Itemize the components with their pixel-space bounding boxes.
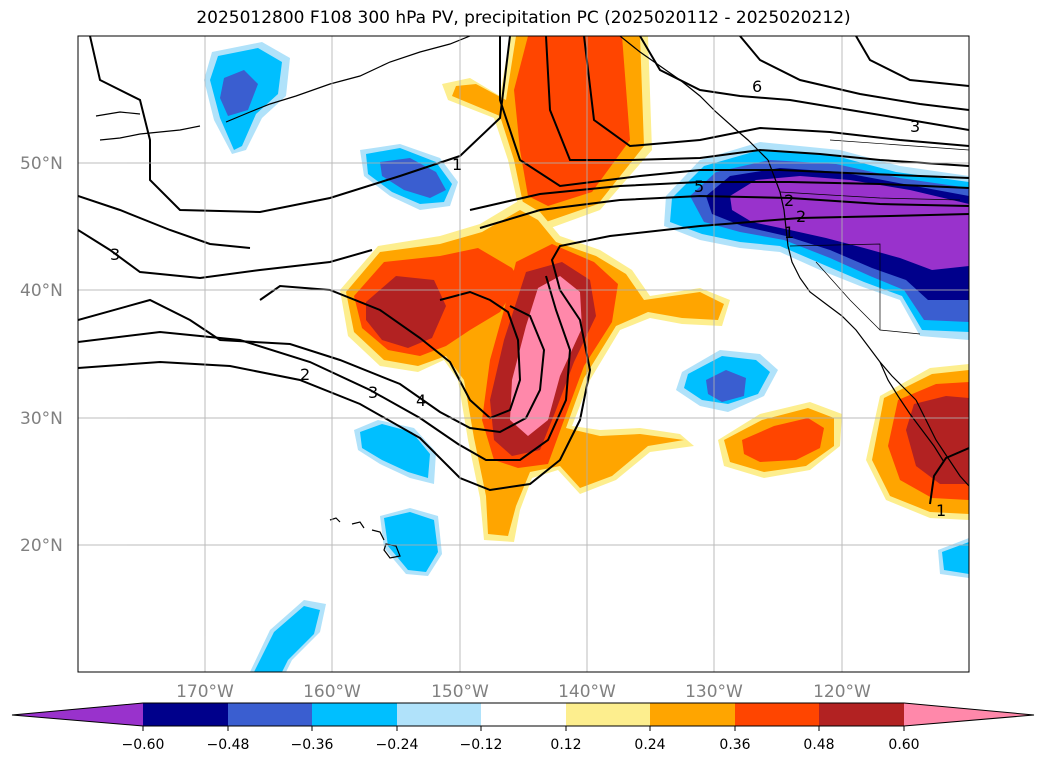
map-title: 2025012800 F108 300 hPa PV, precipitatio… — [196, 8, 851, 28]
lon-label: 130°W — [685, 682, 743, 702]
colorbar-segment — [735, 703, 819, 726]
colorbar: −0.60 −0.48 −0.36 −0.24 −0.12 0.12 0.24 … — [11, 702, 1035, 753]
longitude-labels: 170°W 160°W 150°W 140°W 130°W 120°W — [176, 682, 871, 702]
colorbar-tick-label: 0.48 — [803, 737, 834, 753]
contour-label: 3 — [368, 383, 378, 402]
lon-label: 170°W — [176, 682, 234, 702]
colorbar-tick-label: 0.12 — [550, 737, 581, 753]
colorbar-segment — [819, 703, 904, 726]
contour-label: 2 — [796, 207, 806, 226]
lat-label: 20°N — [20, 536, 63, 556]
colorbar-extend-high — [904, 703, 1034, 726]
lon-label: 140°W — [558, 682, 616, 702]
colorbar-segment — [650, 703, 735, 726]
contour-label: 1 — [936, 501, 946, 520]
colorbar-tick-label: 0.60 — [888, 737, 919, 753]
colorbar-segment — [481, 703, 566, 726]
pv-contours — [78, 36, 969, 505]
colorbar-tick-label: −0.60 — [122, 737, 165, 753]
colorbar-segment — [228, 703, 312, 726]
contour-label: 2 — [784, 191, 794, 210]
latitude-labels: 50°N 40°N 30°N 20°N — [20, 154, 63, 556]
contour-label: 1 — [784, 223, 794, 242]
colorbar-tick-label: −0.48 — [207, 737, 250, 753]
colorbar-tick-label: 0.36 — [719, 737, 750, 753]
lat-label: 50°N — [20, 154, 63, 174]
lon-label: 120°W — [813, 682, 871, 702]
map-content: 1 3 2 3 4 5 2 1 6 3 1 2 — [78, 36, 969, 672]
colorbar-segment — [143, 703, 228, 726]
contour-label: 5 — [694, 177, 704, 196]
contour-label: 4 — [416, 391, 426, 410]
contour-label: 6 — [752, 77, 762, 96]
anomaly-positive-east — [718, 402, 842, 478]
contour-label: 3 — [910, 117, 920, 136]
lat-label: 40°N — [20, 281, 63, 301]
coastlines — [95, 36, 969, 559]
colorbar-segment — [397, 703, 481, 726]
anomaly-negative-nw — [204, 42, 290, 154]
contour-label: 1 — [452, 155, 462, 174]
contour-label: 3 — [110, 245, 120, 264]
contour-labels: 1 3 2 3 4 5 2 1 6 3 1 2 — [110, 77, 946, 520]
anomaly-negative-gulf — [360, 144, 458, 210]
anomaly-positive-central — [340, 200, 730, 542]
colorbar-segment — [312, 703, 397, 726]
colorbar-tick-label: −0.24 — [376, 737, 419, 753]
colorbar-segment — [566, 703, 650, 726]
colorbar-extend-low — [12, 703, 143, 726]
grid-lines — [78, 36, 969, 672]
map-frame — [77, 35, 970, 673]
lon-label: 160°W — [303, 682, 361, 702]
colorbar-tick-label: −0.36 — [291, 737, 334, 753]
anomaly-negative-central — [676, 350, 778, 412]
colorbar-tick-label: −0.12 — [460, 737, 503, 753]
lat-label: 30°N — [20, 409, 63, 429]
lon-label: 150°W — [431, 682, 489, 702]
colorbar-tick-label: 0.24 — [634, 737, 665, 753]
contour-label: 2 — [300, 365, 310, 384]
